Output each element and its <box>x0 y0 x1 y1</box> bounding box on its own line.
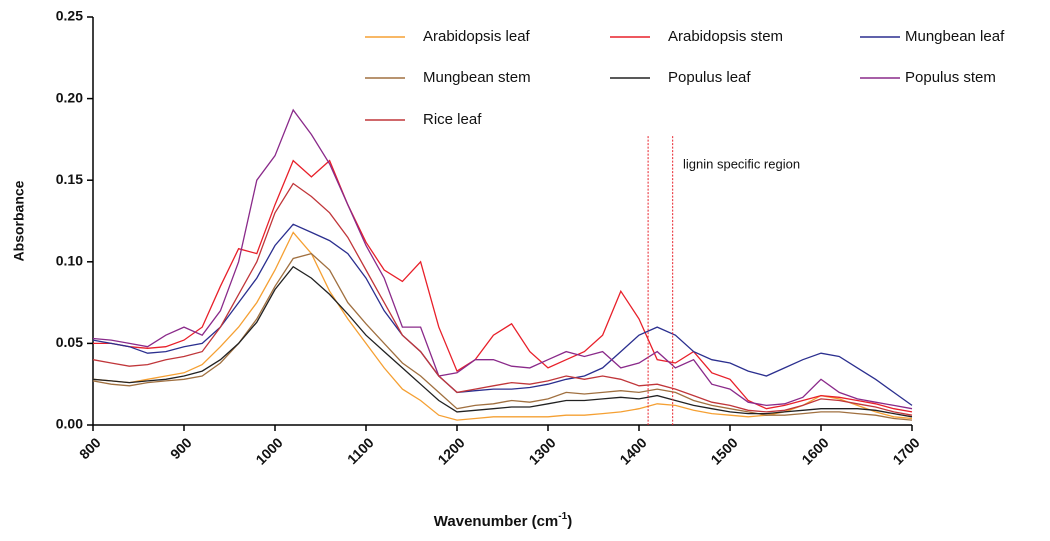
x-tick-label: 1500 <box>707 434 740 467</box>
y-axis-title: Absorbance <box>11 180 27 261</box>
y-tick-label: 0.25 <box>56 8 83 24</box>
x-tick-label: 800 <box>76 434 104 462</box>
x-tick-label: 1200 <box>434 434 467 467</box>
legend-label: Arabidopsis stem <box>668 28 783 45</box>
series-line <box>92 223 913 406</box>
x-tick-label: 1600 <box>798 434 831 467</box>
y-tick-label: 0.15 <box>56 171 83 187</box>
x-axis-title: Wavenumber (cm-1) <box>434 511 572 530</box>
x-tick-label: 1400 <box>616 434 649 467</box>
legend-label: Mungbean stem <box>423 69 531 86</box>
x-tick-label: 1300 <box>525 434 558 467</box>
legend-label: Mungbean leaf <box>905 28 1005 45</box>
legend-label: Populus stem <box>905 69 996 86</box>
legend-label: Rice leaf <box>423 111 482 128</box>
y-tick-label: 0.00 <box>56 416 83 432</box>
series-line <box>92 231 913 421</box>
series-line <box>93 159 913 413</box>
y-tick-label: 0.05 <box>56 334 83 350</box>
x-tick-label: 1000 <box>252 434 285 467</box>
legend-label: Arabidopsis leaf <box>423 28 531 45</box>
x-tick-label: 900 <box>167 434 195 462</box>
series-line <box>92 182 913 416</box>
x-tick-label: 1100 <box>344 434 377 467</box>
annotation: lignin specific region <box>683 156 800 171</box>
series-line <box>92 108 913 410</box>
x-tick-label: 1700 <box>889 434 922 467</box>
series-line <box>92 265 913 418</box>
y-tick-label: 0.10 <box>56 253 83 269</box>
y-tick-label: 0.20 <box>56 89 83 105</box>
legend-label: Populus leaf <box>668 69 751 86</box>
series-line <box>92 252 913 421</box>
